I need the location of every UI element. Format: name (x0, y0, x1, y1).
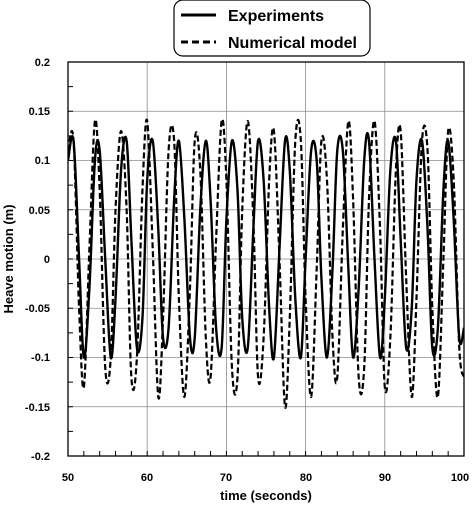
x-tick-label: 70 (220, 472, 232, 484)
plot-frame (67, 61, 465, 457)
x-tick-label: 60 (141, 472, 153, 484)
y-tick-label: -0.1 (31, 352, 50, 364)
legend-label-numerical-model: Numerical model (228, 35, 357, 52)
x-tick-labels: 50 60 70 80 90 100 (62, 472, 469, 484)
legend-box (173, 0, 371, 57)
y-tick-label: 0 (44, 254, 50, 266)
series-line-experiments (68, 132, 464, 361)
x-tick-label: 50 (62, 472, 74, 484)
y-tick-label: 0.1 (35, 155, 50, 167)
x-tick-label: 100 (451, 472, 469, 484)
y-tick-label: -0.2 (31, 451, 50, 463)
x-tick-label: 80 (300, 472, 312, 484)
series-line-numerical-model (68, 118, 464, 410)
y-tick-label: -0.15 (25, 402, 50, 414)
x-tick-label: 90 (379, 472, 391, 484)
legend-label-experiments: Experiments (228, 8, 324, 25)
x-axis-title: time (seconds) (220, 488, 312, 503)
y-axis-title: Heave motion (m) (1, 204, 16, 313)
y-tick-labels: 0.2 0.15 0.1 0.05 0 -0.05 -0.1 -0.15 -0.… (25, 57, 50, 463)
y-tick-label: 0.15 (29, 106, 50, 118)
y-tick-label: 0.05 (29, 205, 50, 217)
legend: Experiments Numerical model (173, 0, 371, 57)
y-tick-label: -0.05 (25, 303, 50, 315)
y-tick-label: 0.2 (35, 57, 50, 69)
